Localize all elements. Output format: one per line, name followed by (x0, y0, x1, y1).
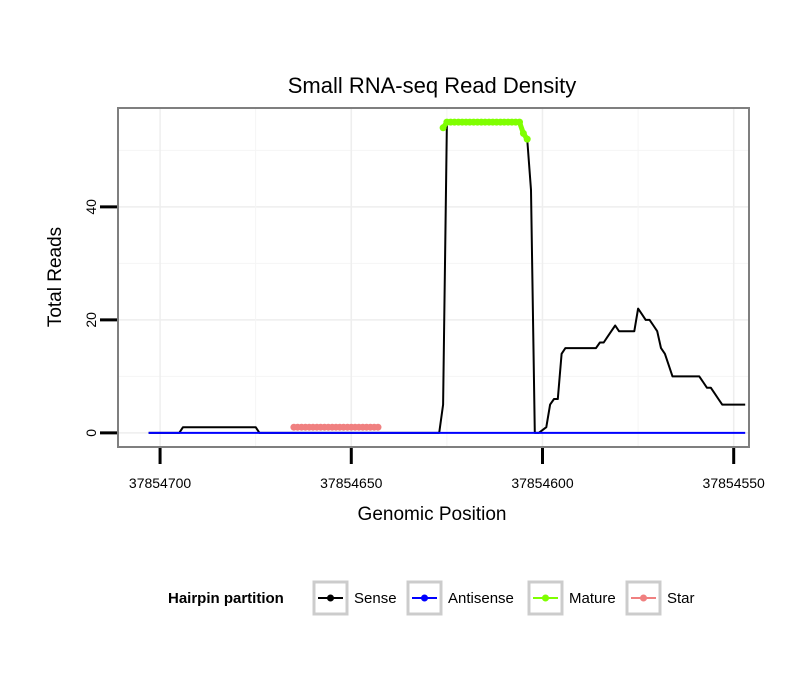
y-tick-label: 20 (83, 312, 99, 328)
legend-key-point (421, 594, 428, 602)
x-tick-label: 37854700 (129, 475, 192, 491)
legend-label-mature: Mature (569, 590, 616, 607)
x-axis-label: Genomic Position (358, 504, 507, 525)
y-tick-label: 0 (83, 429, 99, 437)
series-point-mature (516, 118, 523, 126)
x-tick-label: 37854550 (703, 475, 766, 491)
legend-key-point (542, 594, 549, 602)
y-tick-label: 40 (83, 199, 99, 215)
series-point-mature (439, 124, 447, 132)
legend-label-antisense: Antisense (448, 590, 514, 607)
y-axis: 0 20 40 (83, 199, 117, 437)
x-tick-label: 37854650 (320, 475, 383, 491)
plot-panel (117, 107, 750, 448)
legend-label-sense: Sense (354, 590, 397, 607)
x-tick-label: 37854600 (511, 475, 574, 491)
legend-label-star: Star (667, 590, 695, 607)
chart-title: Small RNA-seq Read Density (288, 73, 577, 98)
legend-key-point (327, 594, 334, 602)
series-point-mature (519, 129, 527, 137)
x-axis: 37854700 37854650 37854600 37854550 (129, 448, 765, 491)
legend-title: Hairpin partition (168, 590, 284, 607)
series-point-star (374, 423, 382, 431)
series-point-mature (523, 135, 531, 143)
y-axis-label: Total Reads (45, 227, 66, 327)
legend: Hairpin partition Sense Antisense Mature St… (168, 580, 695, 616)
series-layer (148, 118, 746, 434)
legend-key-point (640, 594, 647, 602)
